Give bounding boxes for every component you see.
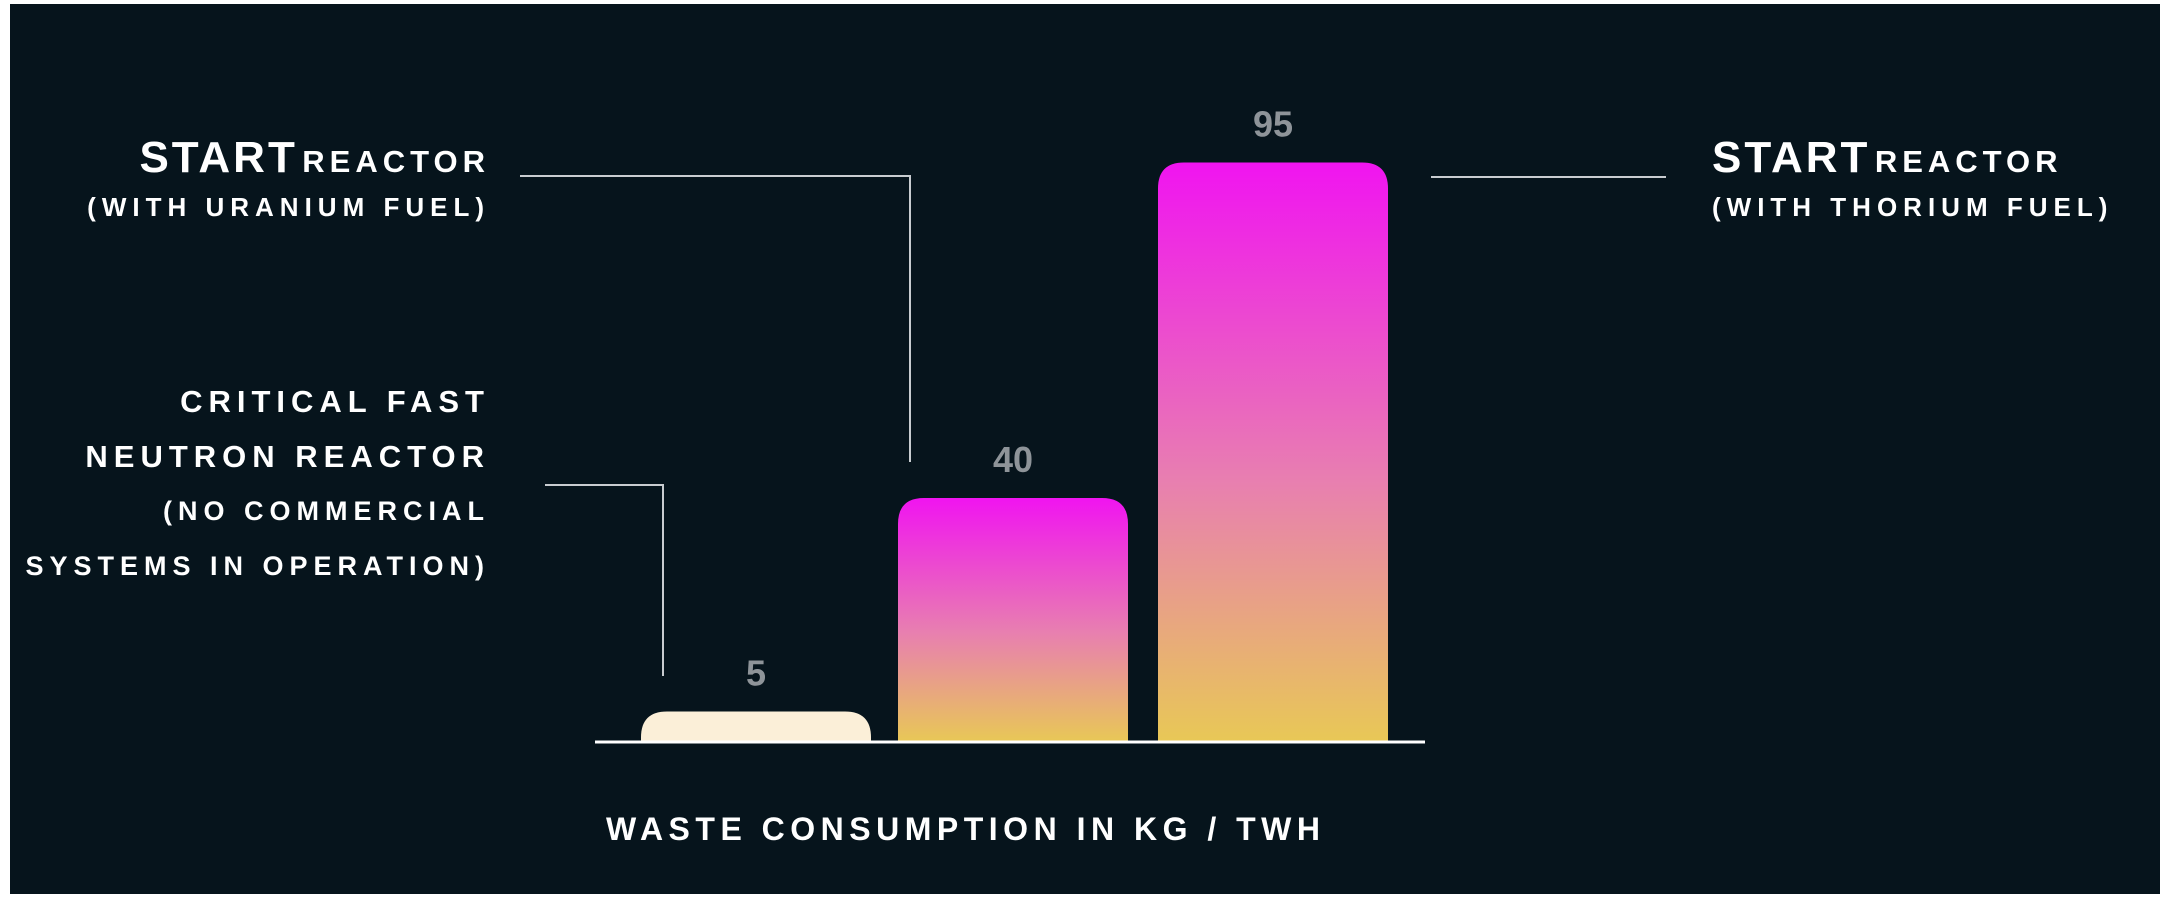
fast-neutron-line-2: NEUTRON REACTOR xyxy=(85,439,490,474)
value-labels: 5 40 95 xyxy=(746,104,1293,694)
bar-thorium xyxy=(1158,162,1388,742)
fast-neutron-line-1: CRITICAL FAST xyxy=(180,384,490,419)
bar-thorium-value-label: 95 xyxy=(1253,104,1293,145)
uranium-subtitle: (WITH URANIUM FUEL) xyxy=(87,192,490,222)
uranium-annotation: START REACTOR (WITH URANIUM FUEL) xyxy=(87,133,490,223)
thorium-annotation: START REACTOR (WITH THORIUM FUEL) xyxy=(1712,133,2114,223)
thorium-subtitle: (WITH THORIUM FUEL) xyxy=(1712,192,2114,222)
thorium-title-bold: START xyxy=(1712,133,1871,182)
bar-chart: 5 40 95 xyxy=(520,104,1666,744)
bar-uranium xyxy=(898,498,1128,742)
chart-panel: 5 40 95 START REACTOR (WITH THORIUM FUEL) … xyxy=(10,4,2160,894)
leader-line-fast-neutron xyxy=(545,484,664,676)
thorium-title-rest: REACTOR xyxy=(1874,144,2063,179)
bar-fast-neutron xyxy=(641,711,871,742)
bars xyxy=(641,162,1388,742)
uranium-title-rest: REACTOR xyxy=(302,144,490,179)
bar-fast-neutron-value-label: 5 xyxy=(746,653,766,694)
fast-neutron-line-4: SYSTEMS IN OPERATION) xyxy=(25,551,490,581)
x-axis-label: WASTE CONSUMPTION IN KG / TWH xyxy=(606,811,1326,847)
leader-lines xyxy=(520,175,1666,676)
uranium-title-bold: START xyxy=(139,133,298,182)
bar-uranium-value-label: 40 xyxy=(993,439,1033,480)
fast-neutron-annotation: CRITICAL FAST NEUTRON REACTOR (NO COMMER… xyxy=(25,374,490,594)
leader-line-uranium xyxy=(520,175,911,462)
fast-neutron-line-3: (NO COMMERCIAL xyxy=(163,496,490,526)
